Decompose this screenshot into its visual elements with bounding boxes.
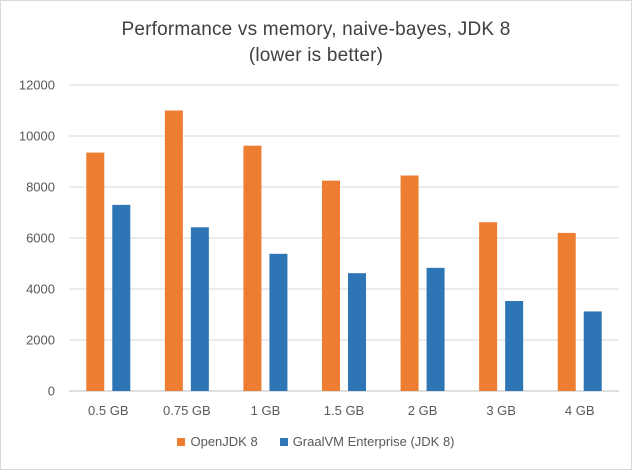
bar-graalvm [190,227,209,391]
chart-legend: OpenJDK 8 GraalVM Enterprise (JDK 8) [1,434,631,449]
bar-graalvm [583,311,602,391]
legend-item-graalvm: GraalVM Enterprise (JDK 8) [279,434,455,449]
x-tick-label: 2 GB [408,403,438,418]
y-tick-label: 0 [48,384,55,399]
bar-graalvm [426,267,445,391]
bar-graalvm [112,204,131,391]
bar-openjdk [86,152,105,391]
bar-openjdk [243,145,262,391]
x-tick-label: 3 GB [486,403,516,418]
bar-graalvm [269,253,288,391]
legend-label-openjdk: OpenJDK 8 [190,434,258,449]
bar-openjdk [400,175,419,391]
y-tick-label: 8000 [26,180,55,195]
bar-openjdk [164,110,183,391]
y-tick-label: 6000 [26,231,55,246]
x-tick-label: 0.5 GB [88,403,128,418]
y-tick-label: 4000 [26,282,55,297]
legend-label-graalvm: GraalVM Enterprise (JDK 8) [292,434,455,449]
bar-openjdk [479,222,498,391]
x-tick-label: 1.5 GB [324,403,364,418]
x-tick-label: 0.75 GB [163,403,211,418]
bar-openjdk [322,180,340,391]
legend-swatch-openjdk [177,437,186,446]
legend-item-openjdk: OpenJDK 8 [177,434,258,449]
chart-subtitle: (lower is better) [248,45,384,66]
y-tick-label: 12000 [19,78,55,93]
bar-graalvm [348,273,366,391]
y-tick-label: 10000 [19,129,55,144]
legend-swatch-graalvm [279,437,288,446]
bar-graalvm [505,300,524,391]
x-tick-label: 1 GB [251,403,281,418]
y-tick-label: 2000 [26,333,55,348]
x-tick-label: 4 GB [565,403,595,418]
chart-title: Performance vs memory, naive-bayes, JDK … [121,19,511,40]
bar-openjdk [557,232,576,391]
